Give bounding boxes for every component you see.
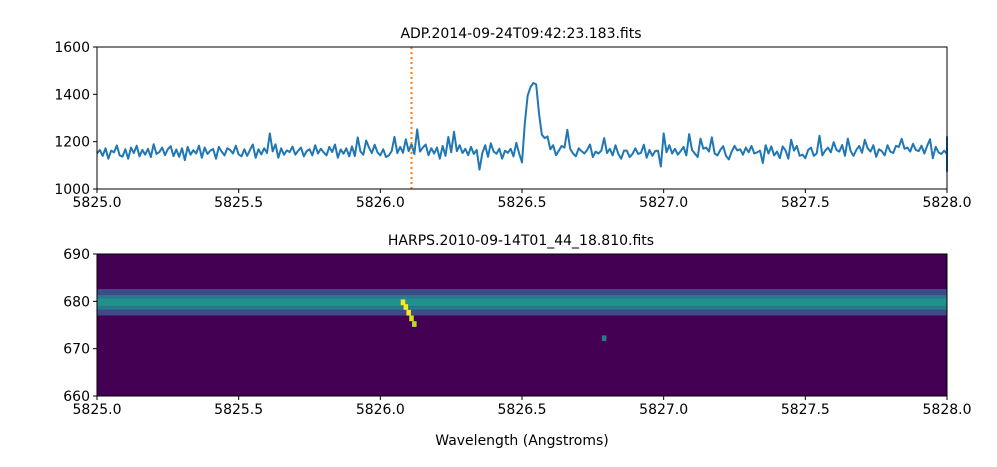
- image-x-tick-label: 5826.0: [356, 402, 405, 418]
- spectrum-y-tick-label: 1400: [54, 87, 90, 103]
- spectrum-x-tick-label: 5826.0: [356, 195, 405, 211]
- spectrum-x-tick-label: 5827.5: [781, 195, 830, 211]
- hot-pixel: [406, 309, 411, 316]
- image-x-tick-label: 5827.5: [781, 402, 830, 418]
- spectrum-y-tick-label: 1000: [54, 182, 90, 198]
- spectral-order-band: [97, 306, 947, 310]
- image-y-tick-label: 690: [63, 247, 90, 263]
- x-axis-label: Wavelength (Angstroms): [435, 433, 609, 449]
- spectral-order-band: [97, 298, 947, 307]
- spectrum-y-tick-label: 1600: [54, 40, 90, 56]
- image-y-tick-label: 670: [63, 342, 90, 358]
- image-y-tick-label: 660: [63, 389, 90, 405]
- spectrum-plot-area: [97, 47, 947, 189]
- image-background: [97, 254, 947, 396]
- image-x-tick-label: 5828.0: [923, 402, 972, 418]
- image-y-tick-label: 680: [63, 294, 90, 310]
- hot-pixel: [400, 299, 406, 306]
- image-frame: [96, 253, 948, 397]
- spectrum-x-tick-label: 5825.5: [214, 195, 263, 211]
- spectrum-title: ADP.2014-09-24T09:42:23.183.fits: [400, 26, 641, 42]
- image-title: HARPS.2010-09-14T01_44_18.810.fits: [388, 233, 654, 249]
- hot-pixel: [601, 335, 607, 342]
- spectrum-frame: [96, 46, 948, 190]
- hot-pixel: [412, 321, 417, 327]
- image-x-tick-label: 5827.0: [639, 402, 688, 418]
- hot-pixel: [409, 315, 414, 322]
- spectrum-x-tick-label: 5827.0: [639, 195, 688, 211]
- image-x-tick-label: 5825.5: [214, 402, 263, 418]
- image-x-tick-label: 5826.5: [498, 402, 547, 418]
- spectrum-x-tick-label: 5826.5: [498, 195, 547, 211]
- spectral-order-band: [97, 309, 947, 316]
- spectrum-x-tick-label: 5825.0: [73, 195, 122, 211]
- spectrum-panel: ADP.2014-09-24T09:42:23.183.fits 5825.0 5…: [54, 26, 971, 211]
- spectrum-x-tick-label: 5828.0: [923, 195, 972, 211]
- hot-pixel: [403, 304, 409, 310]
- spectral-order-band: [97, 289, 947, 295]
- spectrum-y-tick-label: 1200: [54, 135, 90, 151]
- spectral-order-band: [97, 294, 947, 299]
- image-x-tick-label: 5825.0: [73, 402, 122, 418]
- image-panel: HARPS.2010-09-14T01_44_18.810.fits 5825.…: [63, 233, 971, 449]
